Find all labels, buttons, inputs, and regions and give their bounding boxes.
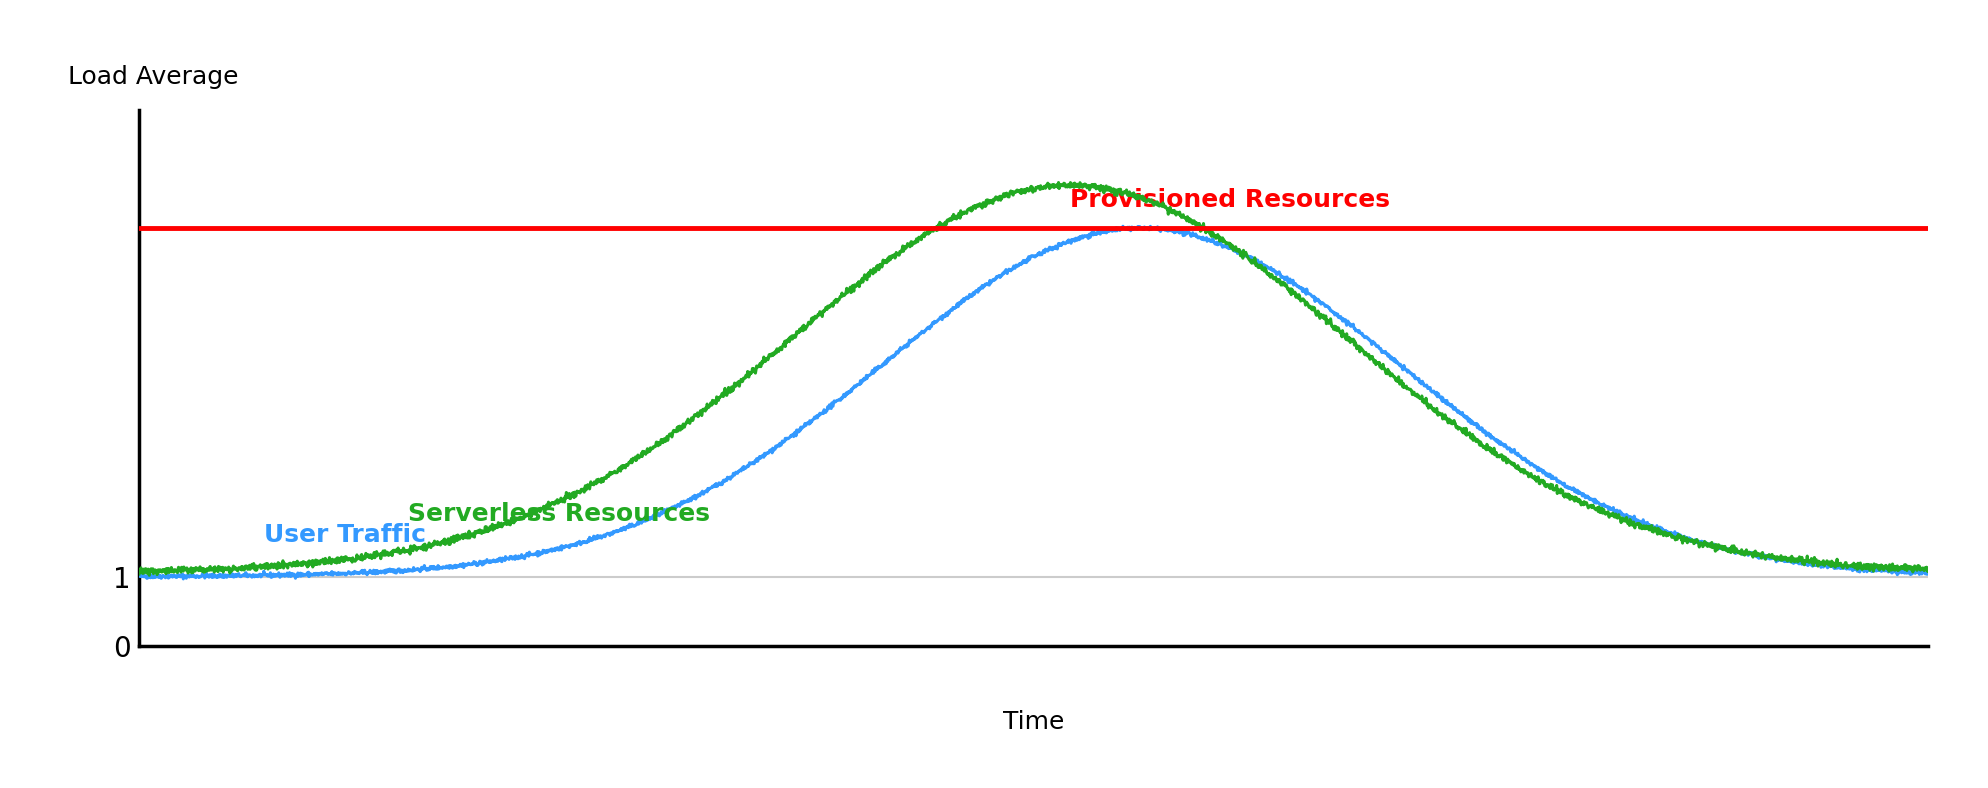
Text: Serverless Resources: Serverless Resources [408, 502, 710, 526]
Text: Time: Time [1004, 711, 1064, 734]
Text: Load Average: Load Average [68, 65, 239, 89]
Text: Provisioned Resources: Provisioned Resources [1070, 188, 1390, 212]
Text: User Traffic: User Traffic [264, 523, 425, 547]
